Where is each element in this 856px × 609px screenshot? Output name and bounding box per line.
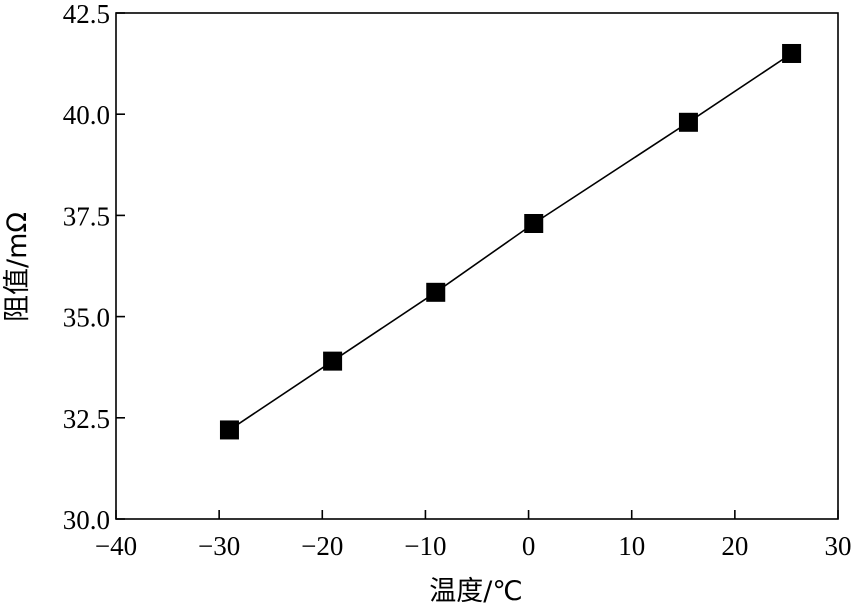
y-tick-label: 37.5 bbox=[63, 201, 110, 231]
data-point-marker bbox=[782, 43, 802, 63]
y-tick-label: 42.5 bbox=[63, 0, 110, 29]
x-tick-label: 30 bbox=[825, 531, 852, 561]
data-point-marker bbox=[524, 213, 544, 233]
x-tick-label: 20 bbox=[721, 531, 748, 561]
x-tick-label: 0 bbox=[522, 531, 536, 561]
x-tick-label: −30 bbox=[198, 531, 240, 561]
data-point-marker bbox=[323, 351, 343, 371]
x-tick-label: −20 bbox=[301, 531, 343, 561]
series-line bbox=[229, 52, 793, 431]
x-axis-ticks: −40 −30 −20 −10 0 10 20 30 bbox=[95, 510, 852, 561]
y-tick-label: 32.5 bbox=[63, 404, 110, 434]
x-tick-label: −10 bbox=[404, 531, 446, 561]
x-axis-title: 温度/℃ bbox=[429, 576, 522, 607]
series-line-group bbox=[229, 52, 793, 431]
y-axis-ticks: 30.0 32.5 35.0 37.5 40.0 42.5 bbox=[63, 0, 125, 535]
y-tick-label: 35.0 bbox=[63, 303, 110, 333]
data-point-marker bbox=[678, 112, 698, 132]
y-axis-title: 阻值/mΩ bbox=[2, 212, 33, 322]
series-points-group bbox=[219, 43, 802, 440]
plot-border bbox=[115, 12, 839, 520]
x-tick-label: 10 bbox=[618, 531, 645, 561]
plot-frame bbox=[115, 12, 839, 520]
data-point-marker bbox=[219, 420, 239, 440]
data-point-marker bbox=[426, 282, 446, 302]
y-tick-label: 40.0 bbox=[63, 100, 110, 130]
x-tick-label: −40 bbox=[95, 531, 137, 561]
y-tick-label: 30.0 bbox=[63, 505, 110, 535]
